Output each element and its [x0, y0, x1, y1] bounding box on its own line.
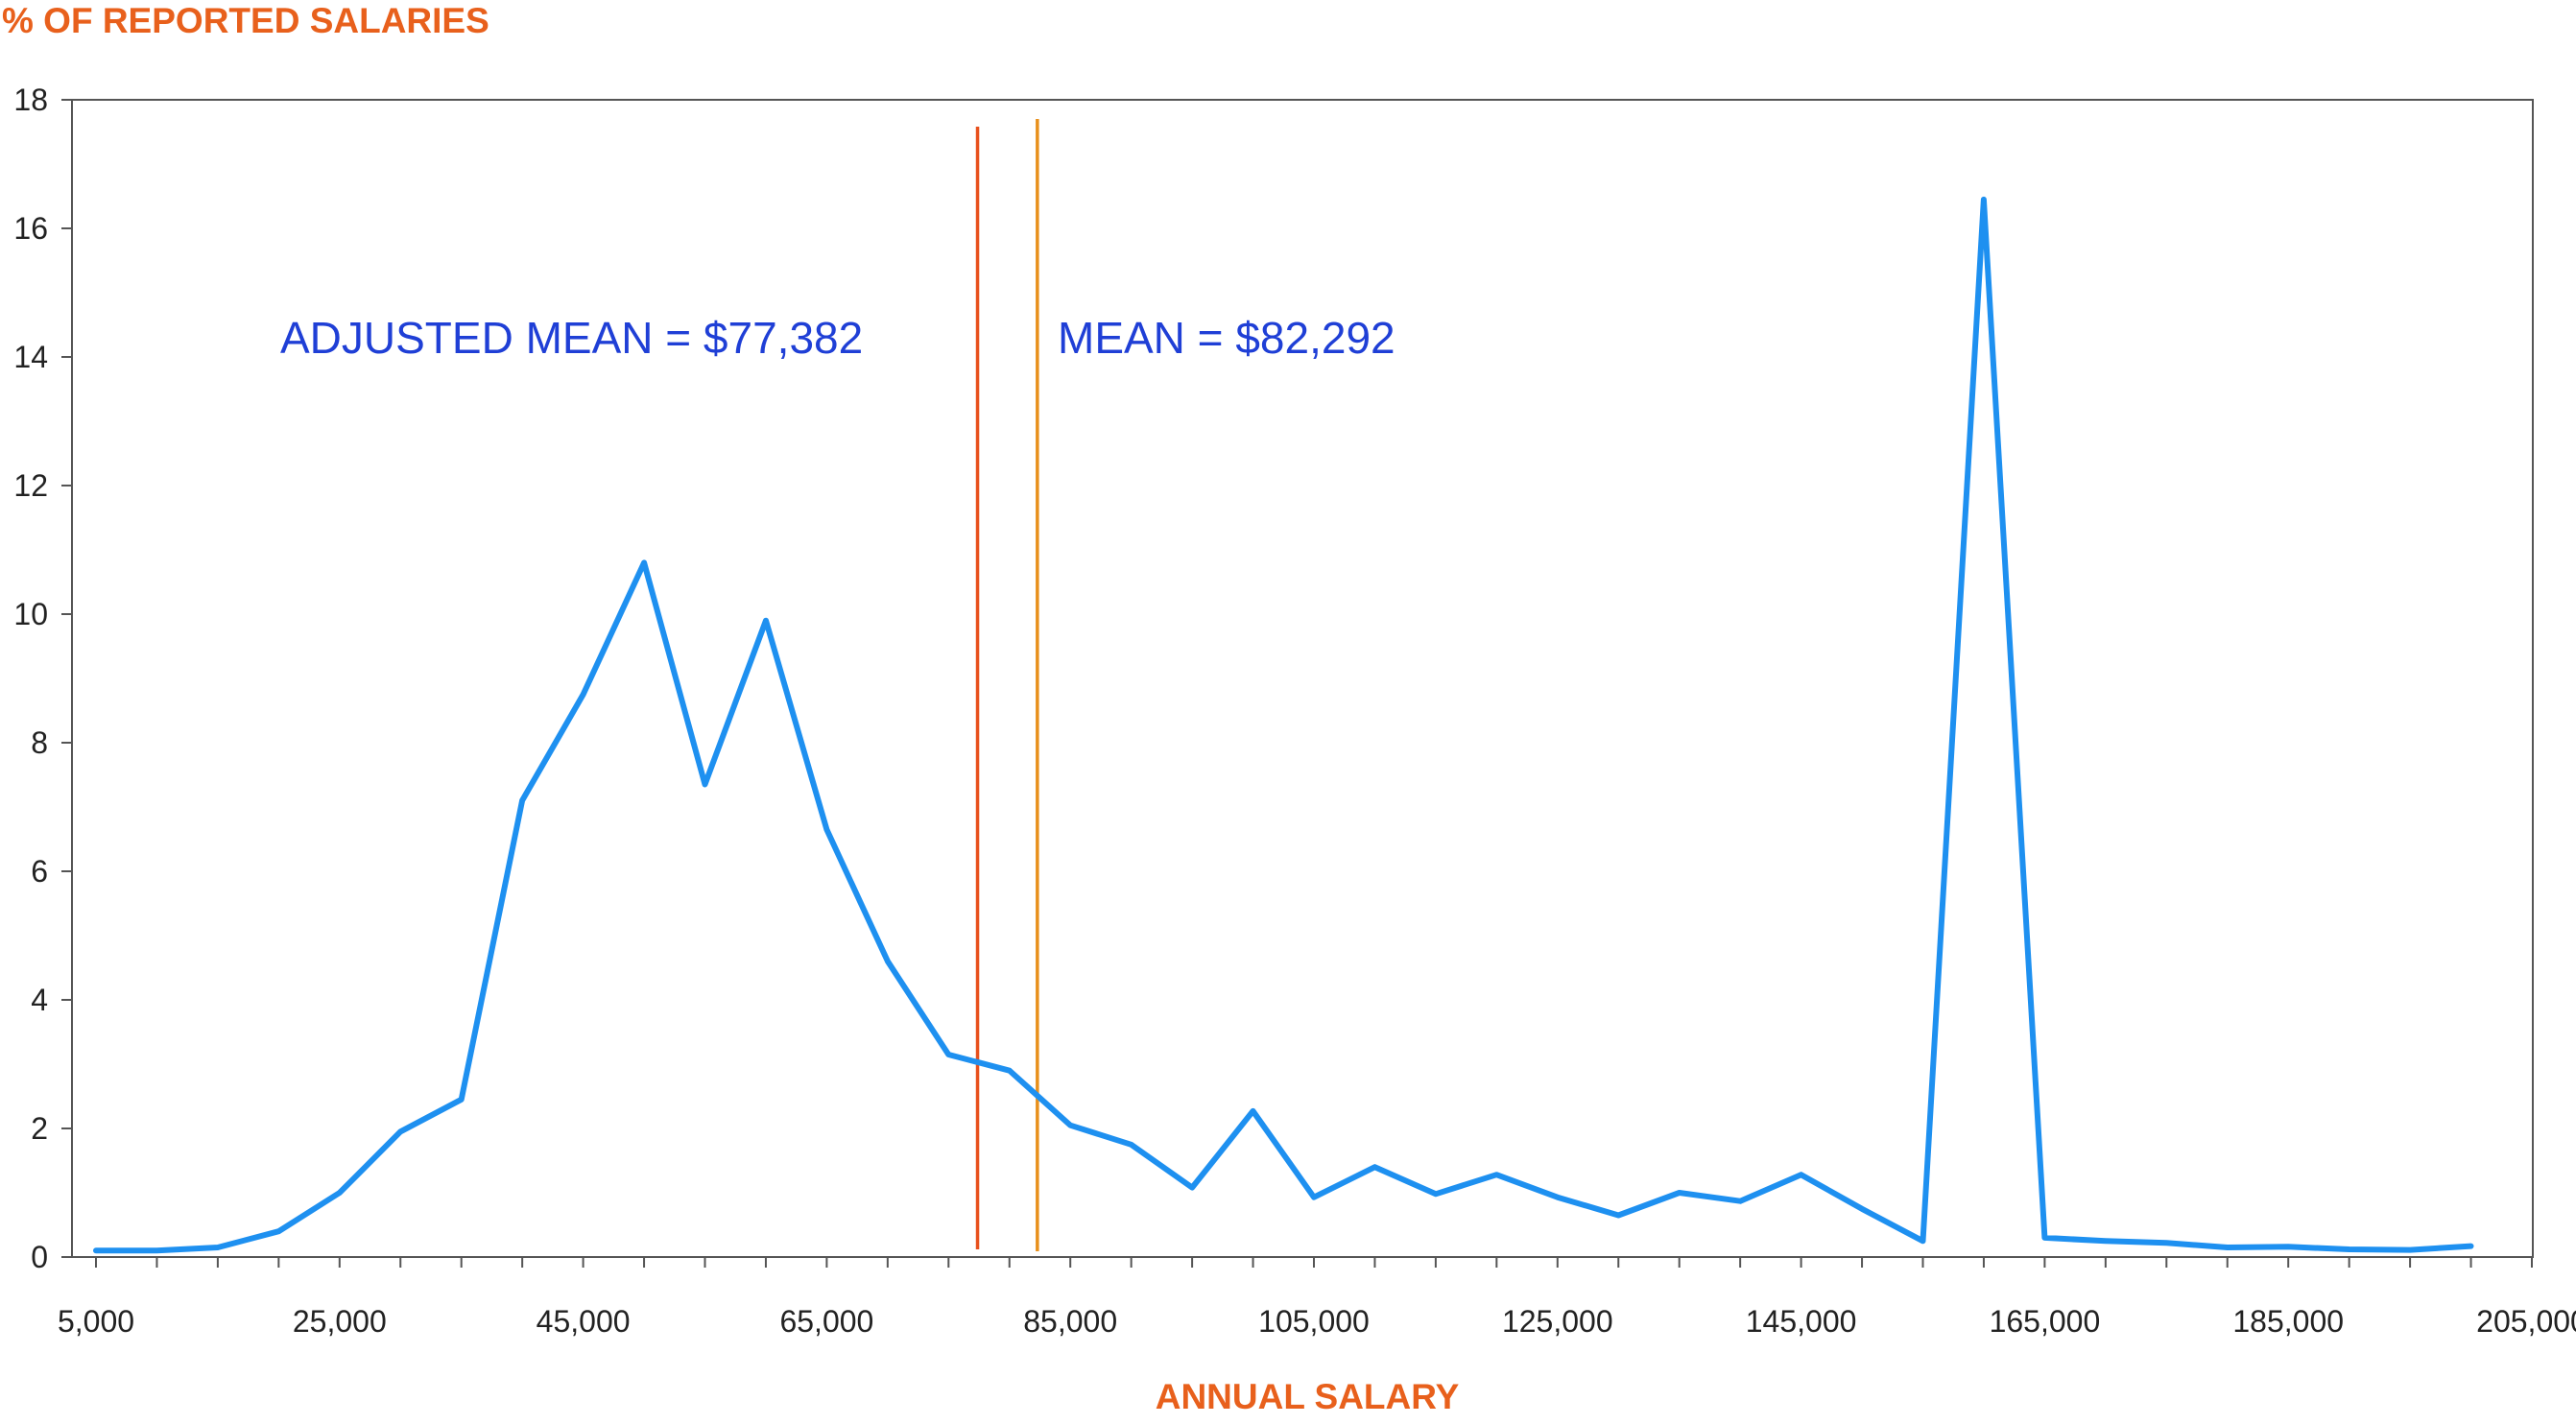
y-tick-label: 4	[31, 983, 48, 1017]
data-point	[1859, 1206, 1865, 1212]
x-tick-label: 25,000	[293, 1304, 387, 1339]
reference-line-label: ADJUSTED MEAN = $77,382	[280, 313, 863, 363]
data-point	[2163, 1240, 2169, 1246]
data-point	[459, 1097, 465, 1103]
data-point	[1615, 1212, 1621, 1218]
data-point	[823, 826, 829, 832]
data-point	[1007, 1068, 1013, 1074]
data-point	[2103, 1238, 2109, 1244]
data-point	[1311, 1195, 1317, 1200]
plot-area	[71, 99, 2534, 1258]
x-tick-label: 85,000	[1023, 1304, 1117, 1339]
y-tick-label: 10	[13, 597, 48, 631]
data-point	[1433, 1191, 1439, 1197]
data-point	[2469, 1244, 2474, 1249]
reference-line-label: MEAN = $82,292	[1058, 313, 1395, 363]
y-tick-label: 18	[13, 83, 48, 117]
y-tick-label: 6	[31, 854, 48, 889]
data-point	[1677, 1190, 1682, 1196]
data-point	[2285, 1244, 2291, 1249]
x-tick-label: 125,000	[1502, 1304, 1613, 1339]
x-tick-label: 205,000	[2476, 1304, 2576, 1339]
data-point	[1555, 1195, 1561, 1200]
data-point	[763, 618, 769, 624]
series-line	[93, 196, 2474, 1254]
x-tick-label: 45,000	[537, 1304, 631, 1339]
x-axis-title: ANNUAL SALARY	[1156, 1377, 1460, 1416]
data-point	[1189, 1185, 1195, 1191]
data-point	[945, 1052, 951, 1057]
data-point	[581, 692, 586, 698]
x-tick-label: 185,000	[2232, 1304, 2344, 1339]
data-point	[1493, 1172, 1499, 1177]
data-point	[2347, 1246, 2352, 1252]
data-point	[1251, 1108, 1256, 1114]
data-point	[1129, 1142, 1134, 1148]
data-point	[93, 1247, 99, 1253]
data-point	[1799, 1172, 1804, 1177]
data-point	[215, 1245, 221, 1250]
reference-lines: ADJUSTED MEAN = $77,382 MEAN = $82,292	[280, 119, 1395, 1251]
data-point	[1981, 197, 1987, 202]
data-point	[1371, 1164, 1377, 1170]
x-tick-label: 105,000	[1258, 1304, 1370, 1339]
data-point	[397, 1128, 403, 1134]
y-tick-label: 8	[31, 725, 48, 760]
data-point	[2225, 1245, 2230, 1250]
data-point	[275, 1228, 281, 1234]
data-point	[154, 1247, 159, 1253]
x-tick-label: 145,000	[1746, 1304, 1857, 1339]
data-point	[885, 959, 891, 964]
data-point	[641, 559, 647, 565]
data-point	[337, 1190, 343, 1196]
data-point	[1920, 1238, 1925, 1244]
data-point	[1067, 1123, 1073, 1128]
y-tick-label: 16	[13, 211, 48, 246]
data-point	[1737, 1199, 1743, 1204]
x-tick-label: 5,000	[58, 1304, 134, 1339]
y-tick-label: 12	[13, 468, 48, 503]
y-tick-label: 0	[31, 1240, 48, 1274]
y-tick-label: 14	[13, 340, 48, 374]
data-point	[2407, 1247, 2413, 1253]
data-point	[519, 797, 525, 803]
data-point	[2041, 1235, 2047, 1241]
data-point	[703, 782, 707, 788]
series-layer	[93, 196, 2474, 1254]
y-tick-label: 2	[31, 1111, 48, 1146]
y-axis-title: % OF REPORTED SALARIES	[2, 1, 489, 40]
x-tick-label: 65,000	[779, 1304, 873, 1339]
x-tick-label: 165,000	[1990, 1304, 2101, 1339]
